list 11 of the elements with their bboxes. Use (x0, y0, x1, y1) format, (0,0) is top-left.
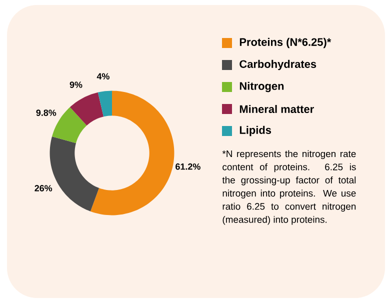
legend-label: Nitrogen (240, 82, 284, 92)
text: *N represents the nitrogen rate content of proteins. 6.25 is the grossing-up factor of total nitrogen into proteins. We use ratio 6.25 to convert nitrogen (measured) into proteins. (222, 150, 356, 225)
legend-label: Proteins (N*6.25)* (240, 38, 332, 48)
data-label: 9.8% (36, 110, 56, 116)
data-label: 61.2% (176, 163, 200, 170)
legend-label: Mineral matter (240, 104, 314, 114)
data-label: 9% (70, 82, 82, 88)
legend-label: Carbohydrates (240, 60, 316, 70)
data-label: 4% (96, 73, 110, 80)
legend-label: Lipids (240, 126, 272, 136)
data-label: 26% (34, 185, 52, 192)
